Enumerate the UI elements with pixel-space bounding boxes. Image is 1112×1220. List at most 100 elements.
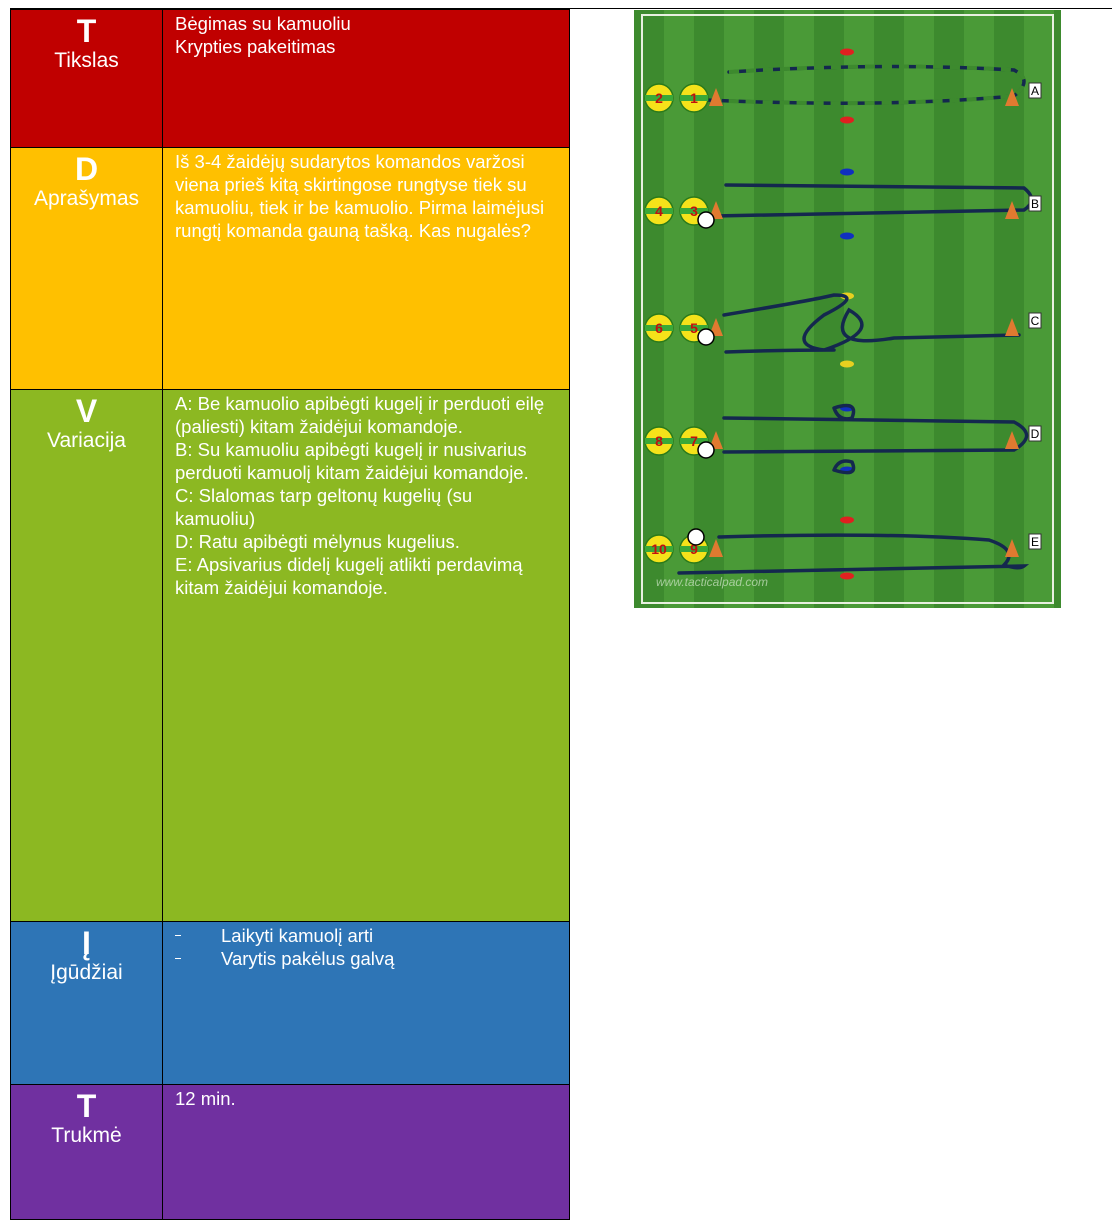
bullet-text: Laikyti kamuolį arti	[221, 925, 374, 946]
content-text: C: Slalomas tarp geltonų kugelių (su kam…	[175, 485, 473, 529]
ball	[687, 528, 705, 546]
marker-cone	[840, 572, 854, 580]
row-label: Aprašymas	[33, 187, 140, 210]
row-letter: D	[74, 151, 99, 187]
player-stripe	[680, 208, 708, 214]
player-number: 9	[690, 541, 698, 557]
pitch-border	[641, 14, 1054, 604]
station-tag	[1028, 82, 1042, 99]
content-text: Iš 3-4 žaidėjų sudarytos komandos varžos…	[175, 151, 545, 241]
player-stripe	[645, 325, 673, 331]
content-text: Bėgimas su kamuoliu	[175, 13, 351, 34]
row-label: Įgūdžiai	[50, 961, 123, 984]
player-stripe	[645, 546, 673, 552]
station-label: D	[1031, 427, 1040, 441]
rule-line	[10, 8, 1112, 9]
player-number: 6	[655, 320, 663, 336]
session-table: T Tikslas Bėgimas su kamuoliu Krypties pake…	[10, 9, 570, 1220]
player-stripe	[680, 438, 708, 444]
marker-cone	[840, 48, 854, 56]
cone-icon	[709, 539, 723, 557]
table-row: T Trukmė 12 min.	[10, 1084, 570, 1220]
bullet-text: Varytis pakėlus galvą	[221, 948, 395, 969]
row-heading: D Aprašymas	[10, 147, 163, 390]
bullet-item: Laikyti kamuolį arti	[175, 924, 557, 947]
station-tag	[1028, 195, 1042, 212]
row-label: Variacija	[47, 429, 126, 452]
row-letter: T	[76, 13, 97, 49]
bullet-item: Varytis pakėlus galvą	[175, 947, 557, 970]
marker-cone	[840, 516, 854, 524]
station-label: C	[1031, 314, 1040, 328]
row-content: Laikyti kamuolį arti Varytis pakėlus galv…	[162, 921, 570, 1085]
bullet-dash	[175, 958, 181, 959]
player-stripe	[645, 208, 673, 214]
marker-cone	[840, 116, 854, 124]
player-number: 2	[655, 90, 663, 106]
player-number: 4	[655, 203, 663, 219]
row-heading: T Trukmė	[10, 1084, 163, 1220]
content-text: Krypties pakeitimas	[175, 36, 336, 57]
run-path	[677, 533, 1030, 575]
player-number: 3	[690, 203, 698, 219]
table-row: D Aprašymas Iš 3-4 žaidėjų sudarytos koman…	[10, 147, 570, 390]
station-tag	[1028, 533, 1042, 550]
ball	[697, 328, 715, 346]
station-tag	[1028, 312, 1042, 329]
marker-cone	[840, 232, 854, 240]
cone-icon	[1005, 201, 1019, 219]
row-content: Iš 3-4 žaidėjų sudarytos komandos varžos…	[162, 147, 570, 390]
player-number: 8	[655, 433, 663, 449]
table-row: V Variacija A: Be kamuolio apibėgti kugelį…	[10, 389, 570, 922]
table-body: T Tikslas Bėgimas su kamuoliu Krypties pake…	[10, 9, 570, 1220]
row-content: 12 min.	[162, 1084, 570, 1220]
content-text: A: Be kamuolio apibėgti kugelį ir perduo…	[175, 393, 545, 437]
run-path	[705, 64, 1026, 106]
marker-cone	[840, 360, 854, 368]
cone-icon	[1005, 88, 1019, 106]
row-label: Tikslas	[54, 49, 119, 72]
cone-icon	[1005, 431, 1019, 449]
content-text: B: Su kamuoliu apibėgti kugelį ir nusiva…	[175, 439, 529, 483]
row-letter: V	[75, 393, 98, 429]
row-label: Trukmė	[51, 1124, 122, 1147]
player-number: 5	[690, 320, 698, 336]
station-label: B	[1031, 197, 1039, 211]
table-row: T Tikslas Bėgimas su kamuoliu Krypties pake…	[10, 9, 570, 148]
table-row: Į Įgūdžiai Laikyti kamuolį arti Varytis pak…	[10, 921, 570, 1085]
station-label: E	[1031, 535, 1039, 549]
watermark: www.tacticalpad.com	[656, 575, 768, 589]
player-number: 10	[651, 541, 667, 557]
player-stripe	[645, 438, 673, 444]
player-stripe	[680, 325, 708, 331]
row-content: Bėgimas su kamuoliu Krypties pakeitimas	[162, 9, 570, 148]
ball	[697, 441, 715, 459]
player-stripe	[680, 95, 708, 101]
player-number: 7	[690, 433, 698, 449]
cone-icon	[709, 88, 723, 106]
row-heading: V Variacija	[10, 389, 163, 922]
row-content: A: Be kamuolio apibėgti kugelį ir perduo…	[162, 389, 570, 922]
row-letter: T	[76, 1088, 97, 1124]
cone-icon	[1005, 539, 1019, 557]
pitch	[634, 10, 1061, 608]
run-path	[722, 403, 1029, 475]
player-number: 1	[690, 90, 698, 106]
row-letter: Į	[82, 925, 91, 961]
player-stripe	[680, 546, 708, 552]
row-heading: T Tikslas	[10, 9, 163, 148]
ball	[697, 211, 715, 229]
run-path	[722, 293, 1021, 354]
station-label: A	[1031, 84, 1039, 98]
player-stripe	[645, 95, 673, 101]
station-tag	[1028, 425, 1042, 442]
row-heading: Į Įgūdžiai	[10, 921, 163, 1085]
content-text: D: Ratu apibėgti mėlynus kugelius.	[175, 531, 460, 552]
marker-cone	[840, 168, 854, 176]
bullet-dash	[175, 935, 181, 936]
content-text: E: Apsivarius didelį kugelį atlikti perd…	[175, 554, 523, 598]
cone-icon	[1005, 318, 1019, 336]
